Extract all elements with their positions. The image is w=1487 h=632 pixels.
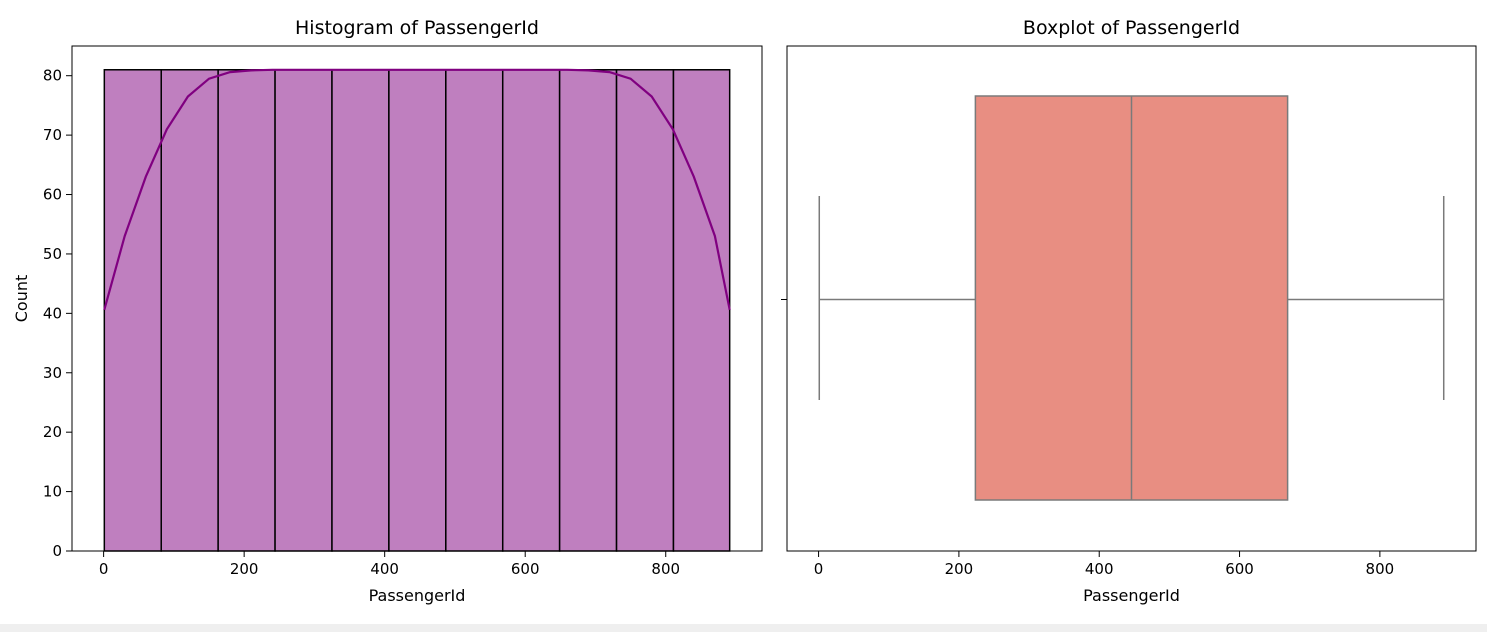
histogram-x-tick-label: 800: [651, 560, 680, 578]
histogram-bar: [103, 69, 162, 552]
histogram-y-tick-label: 70: [43, 126, 62, 144]
histogram-title: Histogram of PassengerId: [295, 17, 539, 39]
histogram-bar: [501, 69, 561, 552]
histogram-bar: [331, 69, 390, 552]
histogram-bar: [445, 69, 504, 552]
histogram-bar: [558, 69, 618, 552]
histogram-axes-frame: [71, 45, 763, 552]
histogram-x-ticks: 0 200 400 600 800: [99, 551, 680, 578]
histogram-y-tick-label: 40: [43, 304, 62, 322]
boxplot-x-tick-label: 800: [1366, 560, 1395, 578]
histogram-bar: [388, 69, 447, 552]
histogram-bar: [615, 69, 675, 552]
histogram-kde-line: [103, 68, 731, 311]
histogram-y-tick-label: 30: [43, 364, 62, 382]
boxplot-x-tick-label: 400: [1085, 560, 1114, 578]
histogram-chart: Histogram of PassengerId 0 200 400 600 800 0…: [12, 17, 763, 605]
histogram-y-tick-label: 10: [43, 483, 62, 501]
histogram-x-tick-label: 400: [370, 560, 399, 578]
histogram-bar: [217, 69, 276, 552]
histogram-x-tick-label: 200: [230, 560, 259, 578]
histogram-y-axis-label: Count: [12, 275, 31, 323]
boxplot-x-tick-label: 600: [1225, 560, 1254, 578]
histogram-x-tick-label: 0: [99, 560, 109, 578]
boxplot-x-axis-label: PassengerId: [1083, 586, 1180, 605]
boxplot-title: Boxplot of PassengerId: [1023, 17, 1240, 39]
histogram-y-tick-label: 20: [43, 423, 62, 441]
boxplot-chart: Boxplot of PassengerId 0 200 400 600 800 Pas…: [781, 17, 1477, 605]
histogram-bars: [103, 69, 731, 552]
footer-strip: [0, 624, 1487, 632]
histogram-y-tick-label: 80: [43, 67, 62, 85]
histogram-y-tick-label: 60: [43, 186, 62, 204]
histogram-x-axis-label: PassengerId: [369, 586, 466, 605]
boxplot-x-ticks: 0 200 400 600 800: [814, 551, 1394, 578]
boxplot-x-tick-label: 200: [945, 560, 974, 578]
boxplot-x-tick-label: 0: [814, 560, 824, 578]
histogram-y-ticks: 0 10 20 30 40 50 60 70 80: [43, 67, 72, 560]
boxplot-marks: [818, 95, 1445, 501]
histogram-y-tick-label: 0: [52, 542, 62, 560]
histogram-bar: [160, 69, 219, 552]
histogram-x-tick-label: 600: [511, 560, 540, 578]
histogram-bar: [672, 69, 731, 552]
histogram-bar: [274, 69, 333, 552]
histogram-y-tick-label: 50: [43, 245, 62, 263]
boxplot-axes-frame: [786, 45, 1477, 552]
